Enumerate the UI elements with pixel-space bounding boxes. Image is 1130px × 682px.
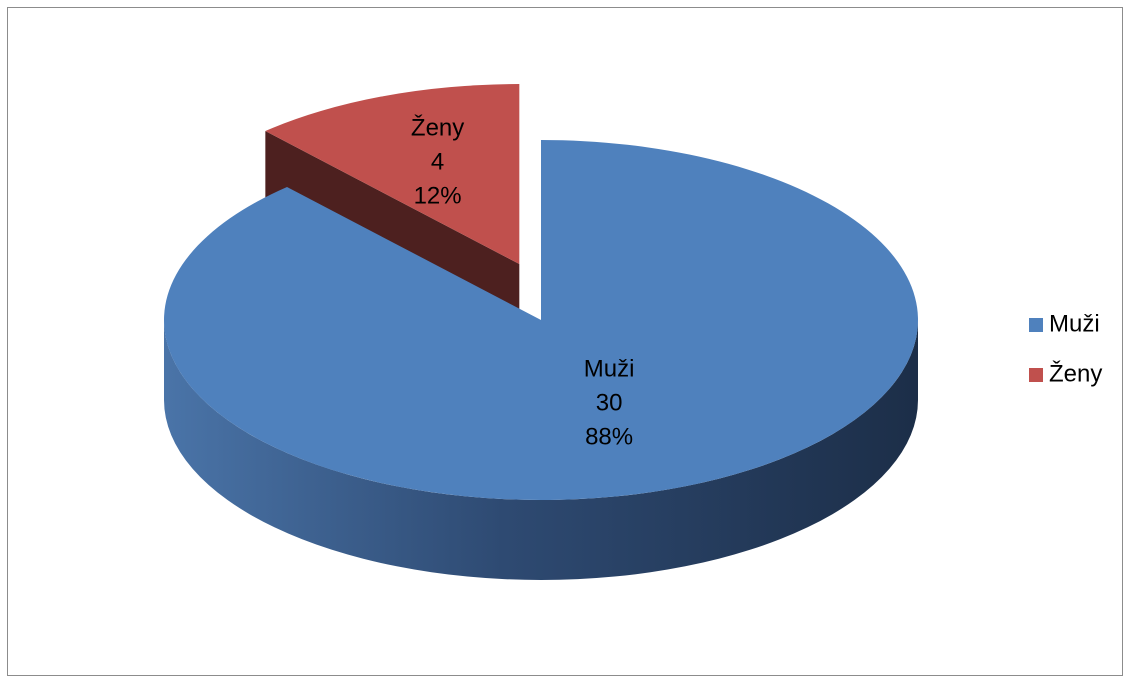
data-label: Muži [584, 355, 635, 382]
data-label: 12% [414, 183, 462, 210]
slice-top [265, 84, 520, 265]
slice-top [164, 140, 918, 501]
slice-side [164, 320, 918, 580]
slice [164, 140, 918, 580]
legend: Muži Ženy [1029, 310, 1102, 387]
data-label: 88% [585, 423, 633, 450]
legend-swatch [1029, 318, 1043, 332]
pie: Ženy 4 12% Muži 30 88% [164, 84, 918, 580]
data-label: 4 [431, 149, 444, 176]
data-label: 30 [596, 389, 623, 416]
legend-swatch [1029, 368, 1043, 382]
legend-label: Ženy [1049, 360, 1102, 387]
data-label: Ženy [411, 115, 464, 142]
legend-label: Muži [1049, 310, 1100, 337]
